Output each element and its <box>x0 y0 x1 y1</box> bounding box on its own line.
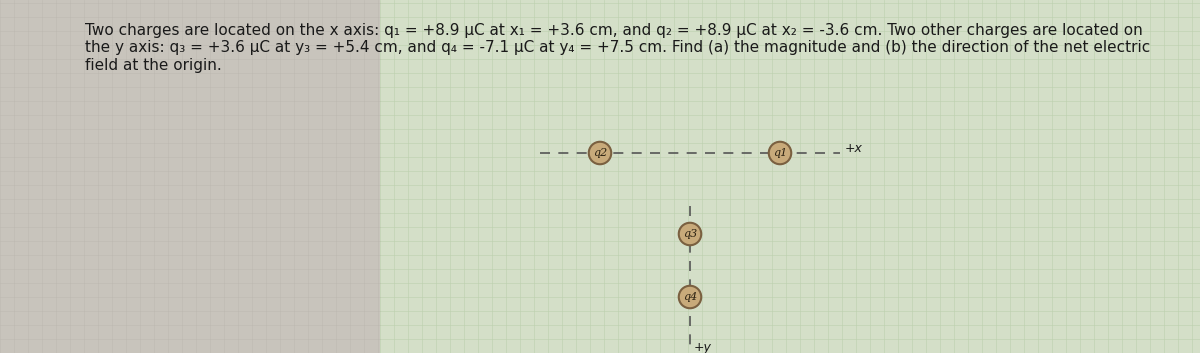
Circle shape <box>679 223 701 245</box>
Circle shape <box>589 142 611 164</box>
Circle shape <box>679 286 701 308</box>
Bar <box>380 0 1200 353</box>
Text: Two charges are located on the x axis: q₁ = +8.9 μC at x₁ = +3.6 cm, and q₂ = +8: Two charges are located on the x axis: q… <box>85 23 1151 73</box>
Text: q1: q1 <box>773 148 787 158</box>
Text: q4: q4 <box>683 292 697 302</box>
Circle shape <box>769 142 791 164</box>
Text: +x: +x <box>845 143 863 156</box>
Text: q3: q3 <box>683 229 697 239</box>
Text: +y: +y <box>694 341 712 353</box>
Text: q2: q2 <box>593 148 607 158</box>
